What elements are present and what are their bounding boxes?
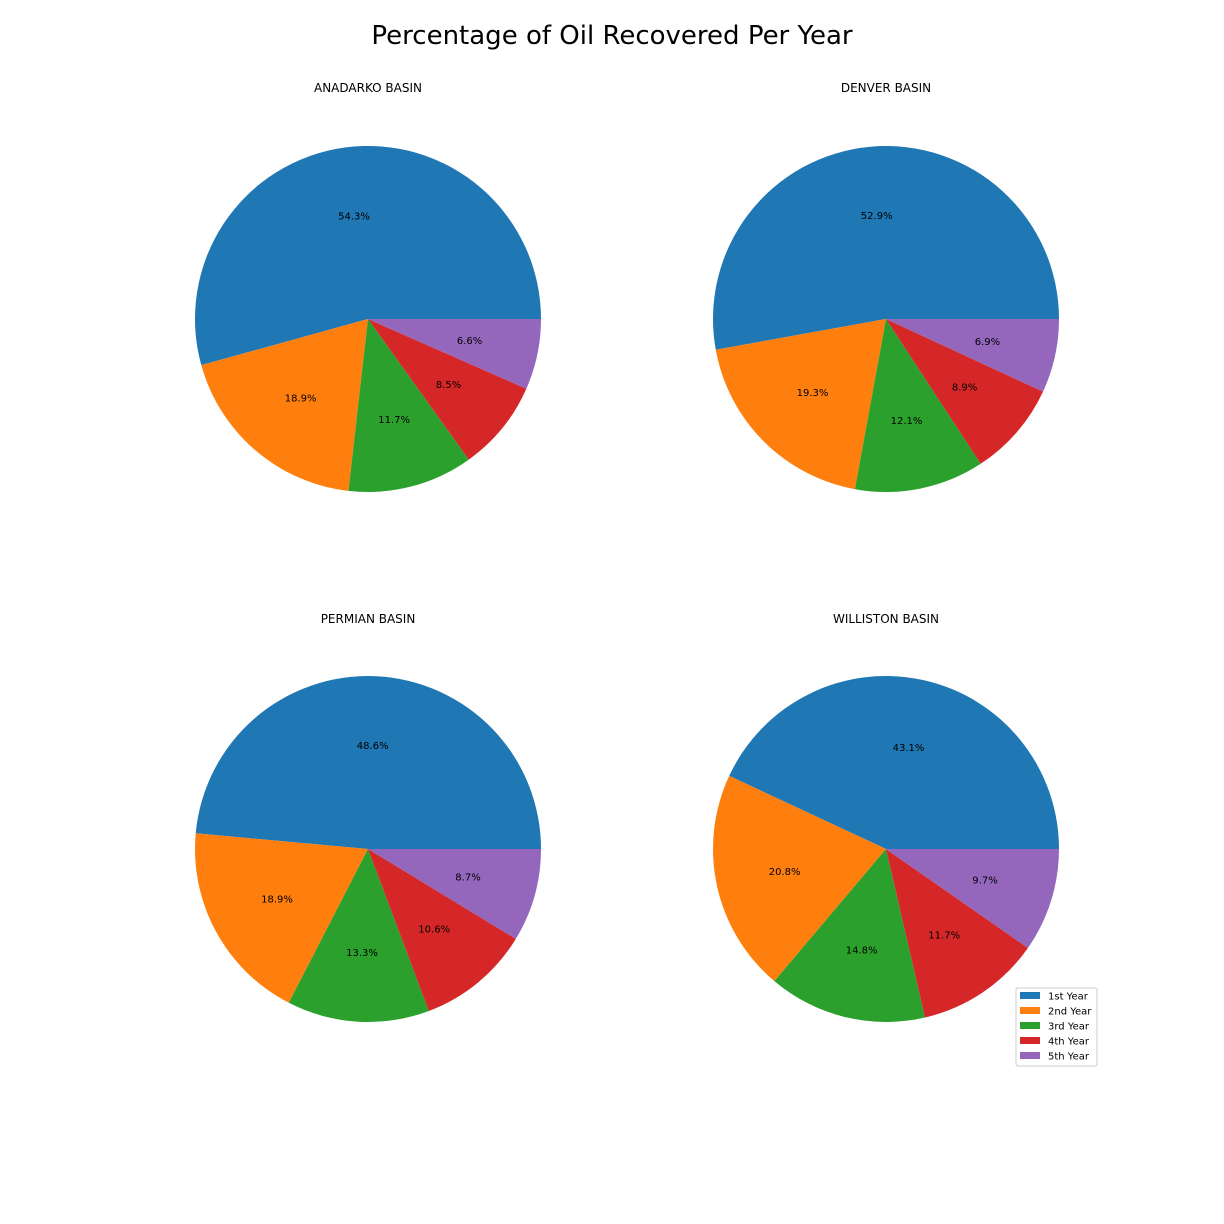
legend-swatch-1 [1020, 992, 1040, 999]
pie-title-permian-basin: PERMIAN BASIN [321, 612, 416, 626]
pie-pct-label-williston-basin-5: 9.7% [972, 876, 997, 887]
pie-slice-anadarko-basin-1 [194, 145, 541, 366]
pie-slices-denver-basin [713, 146, 1059, 492]
pie-pct-label-denver-basin-5: 6.9% [975, 337, 1000, 348]
pie-labels-williston-basin: 43.1% 20.8% 14.8% 11.7% 9.7% [769, 743, 998, 956]
pie-pct-label-williston-basin-2: 20.8% [769, 867, 801, 878]
pie-title-anadarko-basin: ANADARKO BASIN [314, 81, 422, 95]
pie-pct-label-anadarko-basin-4: 8.5% [436, 380, 461, 391]
pie-pct-label-williston-basin-1: 43.1% [893, 743, 925, 754]
pie-slice-williston-basin-3 [774, 849, 926, 1023]
pie-slice-denver-basin-1 [713, 146, 1059, 350]
pie-slice-permian-basin-5 [368, 849, 541, 939]
pie-pct-label-denver-basin-3: 12.1% [891, 416, 923, 427]
pie-labels-denver-basin: 52.9% 19.3% 12.1% 8.9% 6.9% [797, 211, 1000, 427]
legend-label-3: 3rd Year [1048, 1022, 1090, 1033]
pie-denver-basin: DENVER BASIN 52.9% 19.3% 12.1% 8.9% 6.9% [713, 81, 1059, 492]
pie-pct-label-anadarko-basin-3: 11.7% [378, 415, 410, 426]
pie-pct-label-williston-basin-4: 11.7% [928, 931, 960, 942]
pie-slice-anadarko-basin-5 [368, 319, 541, 389]
pie-pct-label-williston-basin-3: 14.8% [846, 945, 878, 956]
pie-slice-williston-basin-1 [729, 675, 1059, 849]
pie-slice-permian-basin-2 [195, 833, 368, 1003]
legend-swatch-3 [1020, 1022, 1040, 1029]
pie-slice-denver-basin-5 [886, 319, 1059, 392]
legend-swatch-5 [1020, 1052, 1040, 1059]
pie-pct-label-anadarko-basin-1: 54.3% [338, 212, 370, 223]
pie-title-williston-basin: WILLISTON BASIN [833, 612, 939, 626]
pie-pct-label-denver-basin-4: 8.9% [952, 382, 977, 393]
pie-slices-anadarko-basin [194, 145, 541, 492]
legend: 1st Year 2nd Year 3rd Year 4th Year 5th Year [1015, 987, 1098, 1067]
pie-slice-anadarko-basin-3 [348, 319, 469, 492]
pie-pct-label-permian-basin-2: 18.9% [261, 895, 293, 906]
legend-items: 1st Year 2nd Year 3rd Year 4th Year 5th Year [1020, 992, 1092, 1063]
figure-title: Percentage of Oil Recovered Per Year [371, 21, 852, 51]
legend-label-5: 5th Year [1048, 1052, 1090, 1063]
pie-labels-anadarko-basin: 54.3% 18.9% 11.7% 8.5% 6.6% [285, 212, 483, 426]
pie-slice-permian-basin-1 [195, 676, 541, 849]
pie-slice-williston-basin-5 [886, 849, 1059, 948]
pie-pct-label-denver-basin-1: 52.9% [861, 211, 893, 222]
pie-labels-permian-basin: 48.6% 18.9% 13.3% 10.6% 8.7% [261, 741, 481, 959]
pie-pct-label-permian-basin-1: 48.6% [357, 741, 389, 752]
pie-anadarko-basin: ANADARKO BASIN 54.3% 18.9% 11.7% 8.5% 6.6% [194, 81, 541, 492]
legend-swatch-4 [1020, 1037, 1040, 1044]
pie-slice-denver-basin-4 [886, 319, 1044, 464]
pie-pct-label-permian-basin-5: 8.7% [455, 873, 480, 884]
pie-slice-denver-basin-2 [715, 319, 886, 490]
pie-slice-permian-basin-4 [368, 849, 516, 1011]
pie-pct-label-permian-basin-3: 13.3% [346, 948, 378, 959]
pie-williston-basin: WILLISTON BASIN 43.1% 20.8% 14.8% 11.7% 9.7% [712, 612, 1059, 1023]
pie-slice-denver-basin-3 [854, 319, 981, 492]
pie-pct-label-anadarko-basin-5: 6.6% [457, 336, 482, 347]
pie-permian-basin: PERMIAN BASIN 48.6% 18.9% 13.3% 10.6% 8.7% [195, 612, 541, 1022]
pie-slice-anadarko-basin-4 [368, 319, 527, 460]
pie-slice-williston-basin-2 [712, 775, 886, 982]
pie-pct-label-denver-basin-2: 19.3% [797, 388, 829, 399]
legend-label-4: 4th Year [1048, 1037, 1090, 1048]
pie-slices-permian-basin [195, 676, 541, 1022]
legend-label-1: 1st Year [1048, 992, 1089, 1003]
pie-pct-label-anadarko-basin-2: 18.9% [285, 393, 317, 404]
legend-swatch-2 [1020, 1007, 1040, 1014]
pie-slices-williston-basin [712, 675, 1059, 1023]
pie-slice-permian-basin-3 [288, 849, 429, 1022]
pie-slice-williston-basin-4 [886, 849, 1028, 1018]
legend-label-2: 2nd Year [1048, 1007, 1092, 1018]
pie-title-denver-basin: DENVER BASIN [841, 81, 931, 95]
pie-slice-anadarko-basin-2 [201, 319, 368, 491]
pie-pct-label-permian-basin-4: 10.6% [418, 924, 450, 935]
